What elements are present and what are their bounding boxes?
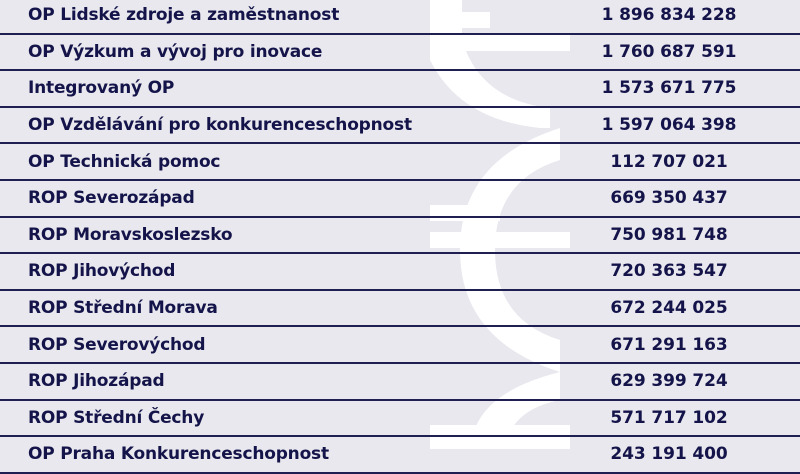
table-row: OP Lidské zdroje a zaměstnanost 1 896 83… [0, 0, 800, 35]
program-amount: 571 717 102 [610, 407, 728, 428]
program-name: OP Výzkum a vývoj pro inovace [28, 41, 323, 62]
program-amount: 243 191 400 [610, 444, 728, 465]
program-name: OP Lidské zdroje a zaměstnanost [28, 5, 340, 26]
program-amount: 629 399 724 [610, 371, 728, 392]
table-row: OP Výzkum a vývoj pro inovace 1 760 687 … [0, 35, 800, 72]
table-row: Integrovaný OP 1 573 671 775 [0, 71, 800, 108]
program-name: ROP Severozápad [28, 188, 195, 209]
table-row: ROP Střední Čechy 571 717 102 [0, 401, 800, 438]
program-amount: 720 363 547 [610, 261, 728, 282]
program-amount: 1 760 687 591 [601, 41, 737, 62]
table-row: ROP Severozápad 669 350 437 [0, 181, 800, 218]
program-amount: 1 573 671 775 [601, 78, 737, 99]
table-row: OP Vzdělávání pro konkurenceschopnost 1 … [0, 108, 800, 145]
program-name: ROP Střední Čechy [28, 407, 205, 428]
table-row: ROP Jihovýchod 720 363 547 [0, 254, 800, 291]
program-name: Integrovaný OP [28, 78, 175, 99]
program-name: OP Praha Konkurenceschopnost [28, 444, 329, 465]
table-row: ROP Severovýchod 671 291 163 [0, 327, 800, 364]
program-amount: 669 350 437 [610, 188, 728, 209]
program-amount: 750 981 748 [610, 224, 728, 245]
table-row: ROP Moravskoslezsko 750 981 748 [0, 218, 800, 255]
table-row: ROP Střední Morava 672 244 025 [0, 291, 800, 328]
table-row: ROP Jihozápad 629 399 724 [0, 364, 800, 401]
program-name: OP Vzdělávání pro konkurenceschopnost [28, 115, 412, 136]
program-amount: 1 896 834 228 [601, 5, 737, 26]
program-amount: 671 291 163 [610, 334, 728, 355]
program-amount: 1 597 064 398 [601, 115, 737, 136]
table-row: OP Technická pomoc 112 707 021 [0, 144, 800, 181]
program-name: ROP Jihovýchod [28, 261, 176, 282]
table-row: OP Praha Konkurenceschopnost 243 191 400 [0, 437, 800, 474]
program-amount: 112 707 021 [610, 151, 728, 172]
program-amount: 672 244 025 [610, 298, 728, 319]
program-name: ROP Jihozápad [28, 371, 165, 392]
program-name: ROP Moravskoslezsko [28, 224, 233, 245]
program-name: ROP Severovýchod [28, 334, 206, 355]
program-name: OP Technická pomoc [28, 151, 221, 172]
program-name: ROP Střední Morava [28, 298, 218, 319]
